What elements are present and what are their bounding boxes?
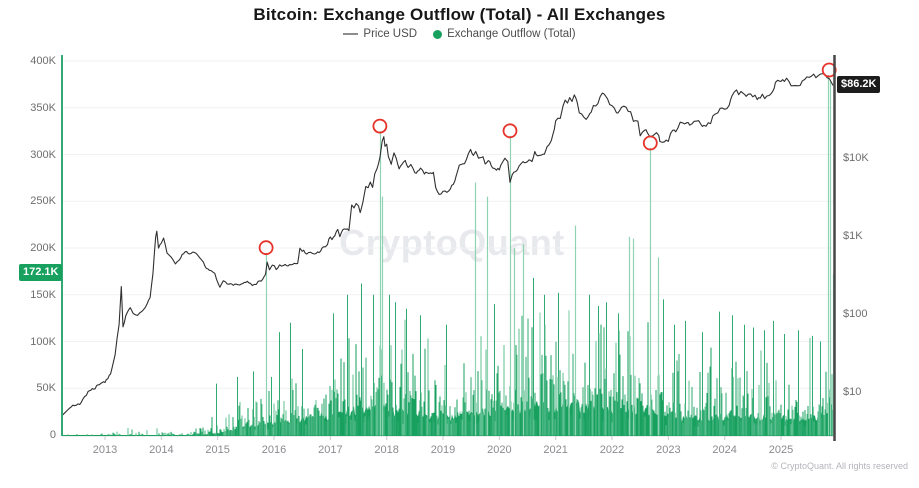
legend-price-label: Price USD (363, 28, 418, 40)
copyright-text: © CryptoQuant. All rights reserved (771, 461, 908, 471)
outflow-value-badge: 172.1K (19, 264, 63, 281)
outflow-legend-marker (433, 29, 443, 39)
watermark: CryptoQuant (339, 222, 565, 263)
chart-title: Bitcoin: Exchange Outflow (Total) - All … (253, 5, 666, 24)
price-value-badge: $86.2K (837, 76, 881, 93)
legend: Price USD Exchange Outflow (Total) (0, 28, 919, 40)
price-line-legend-marker (343, 33, 359, 35)
legend-outflow-label: Exchange Outflow (Total) (447, 28, 576, 40)
